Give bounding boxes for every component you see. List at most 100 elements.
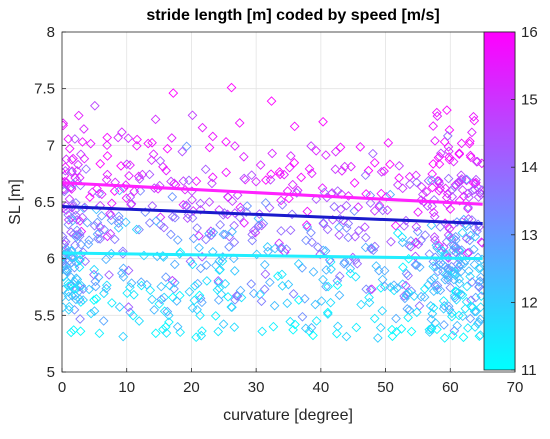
data-point-412 bbox=[259, 284, 270, 295]
data-point-667 bbox=[93, 272, 104, 283]
data-point-482 bbox=[267, 148, 278, 159]
data-point-740 bbox=[454, 278, 465, 289]
data-point-541 bbox=[118, 263, 129, 274]
data-point-582 bbox=[276, 226, 286, 236]
data-point-759 bbox=[464, 235, 475, 246]
data-point-653 bbox=[350, 231, 360, 242]
x-tick-label-2: 20 bbox=[183, 379, 200, 396]
data-point-888 bbox=[430, 235, 440, 246]
data-point-485 bbox=[154, 180, 165, 191]
data-point-445 bbox=[149, 305, 160, 315]
data-point-910 bbox=[444, 146, 454, 157]
data-point-394 bbox=[234, 118, 245, 128]
data-point-859 bbox=[439, 320, 449, 330]
data-point-361 bbox=[274, 238, 284, 249]
data-point-38 bbox=[62, 184, 68, 194]
data-point-664 bbox=[131, 224, 142, 235]
data-point-908 bbox=[435, 244, 446, 255]
data-point-725 bbox=[439, 333, 450, 343]
data-point-128 bbox=[63, 278, 74, 289]
data-point-198 bbox=[268, 321, 279, 332]
data-point-502 bbox=[79, 124, 89, 134]
data-point-559 bbox=[212, 285, 223, 295]
data-point-713 bbox=[428, 159, 439, 169]
data-point-416 bbox=[118, 246, 128, 257]
data-point-613 bbox=[172, 321, 183, 332]
x-tick-label-6: 60 bbox=[442, 379, 459, 396]
data-point-765 bbox=[456, 175, 467, 186]
data-point-199 bbox=[360, 242, 371, 253]
data-point-929 bbox=[443, 272, 454, 283]
data-point-790 bbox=[459, 191, 469, 202]
data-point-221 bbox=[284, 193, 294, 204]
data-point-825 bbox=[454, 310, 464, 321]
data-point-92 bbox=[75, 314, 85, 324]
chart-title: stride length [m] coded by speed [m/s] bbox=[146, 7, 439, 24]
data-point-56 bbox=[75, 216, 85, 226]
data-point-266 bbox=[81, 164, 91, 174]
data-point-621 bbox=[175, 247, 186, 258]
y-tick-label-3: 6.5 bbox=[34, 194, 55, 211]
data-point-328 bbox=[321, 265, 332, 275]
data-point-605 bbox=[339, 257, 350, 268]
data-point-165 bbox=[191, 332, 202, 343]
data-point-927 bbox=[429, 211, 440, 222]
data-point-369 bbox=[204, 197, 215, 207]
data-point-680 bbox=[334, 271, 345, 281]
data-point-633 bbox=[387, 324, 397, 335]
data-point-606 bbox=[232, 190, 243, 200]
data-point-669 bbox=[405, 236, 416, 246]
data-point-558 bbox=[184, 175, 194, 186]
data-point-584 bbox=[117, 268, 127, 279]
data-point-663 bbox=[161, 328, 172, 338]
data-point-270 bbox=[150, 114, 161, 125]
data-point-45 bbox=[62, 239, 70, 250]
data-point-573 bbox=[411, 222, 422, 232]
data-point-619 bbox=[129, 186, 140, 197]
data-point-260 bbox=[250, 227, 261, 238]
data-point-868 bbox=[443, 230, 454, 240]
data-point-628 bbox=[401, 268, 412, 279]
data-point-474 bbox=[259, 259, 270, 270]
data-point-144 bbox=[365, 284, 376, 295]
data-point-873 bbox=[434, 159, 445, 169]
data-point-629 bbox=[335, 142, 346, 153]
data-point-676 bbox=[318, 116, 328, 127]
data-point-316 bbox=[289, 157, 300, 168]
data-point-61 bbox=[66, 167, 77, 178]
data-point-318 bbox=[126, 278, 137, 289]
data-point-374 bbox=[120, 217, 131, 228]
data-point-121 bbox=[62, 235, 70, 246]
data-point-122 bbox=[63, 210, 74, 220]
data-point-912 bbox=[455, 289, 466, 299]
data-point-816 bbox=[472, 156, 483, 167]
data-point-133 bbox=[356, 299, 366, 310]
data-point-827 bbox=[465, 150, 476, 161]
data-point-600 bbox=[85, 192, 95, 202]
data-point-273 bbox=[90, 276, 101, 287]
data-point-355 bbox=[341, 200, 352, 211]
data-point-625 bbox=[195, 205, 206, 215]
data-point-35 bbox=[66, 258, 77, 268]
data-point-423 bbox=[257, 326, 268, 337]
data-point-682 bbox=[401, 290, 412, 301]
data-point-540 bbox=[410, 251, 421, 262]
data-point-340 bbox=[77, 212, 88, 223]
data-point-376 bbox=[247, 235, 258, 246]
data-point-339 bbox=[397, 183, 408, 194]
data-point-581 bbox=[406, 326, 417, 337]
data-point-917 bbox=[450, 292, 460, 303]
data-point-858 bbox=[461, 174, 472, 185]
data-point-570 bbox=[95, 234, 105, 244]
data-point-197 bbox=[109, 186, 120, 196]
data-point-264 bbox=[143, 138, 154, 149]
data-point-864 bbox=[449, 269, 459, 279]
data-point-276 bbox=[392, 180, 403, 190]
data-point-345 bbox=[78, 247, 89, 258]
data-point-487 bbox=[251, 249, 262, 260]
data-point-497 bbox=[311, 145, 322, 156]
data-point-631 bbox=[196, 330, 207, 341]
data-point-327 bbox=[422, 201, 433, 211]
data-point-466 bbox=[301, 220, 312, 230]
data-point-417 bbox=[118, 331, 128, 342]
